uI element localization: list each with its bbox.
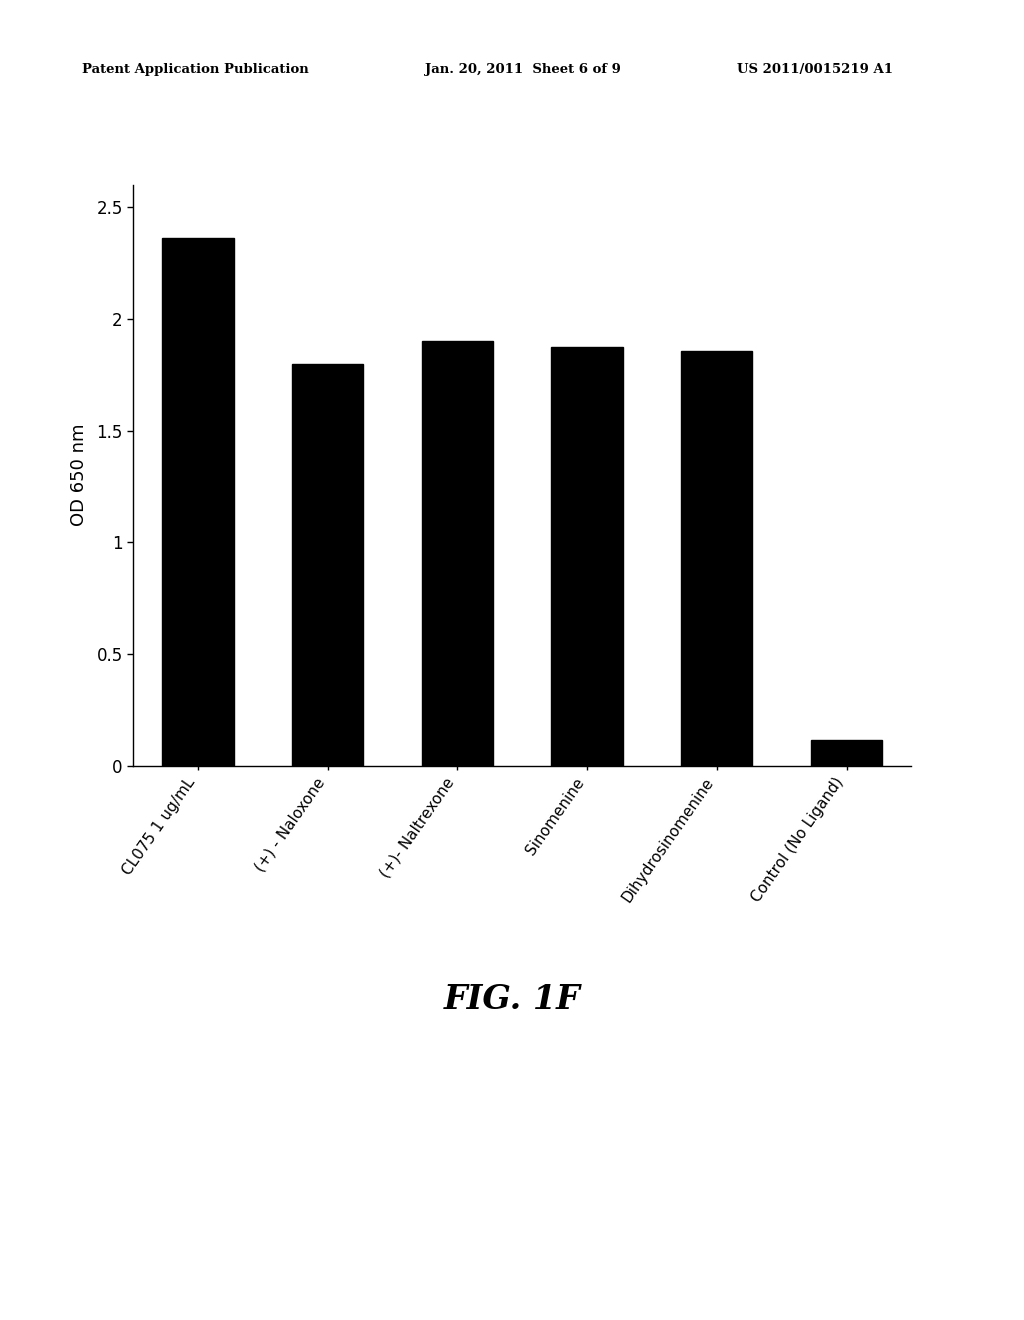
Text: FIG. 1F: FIG. 1F bbox=[443, 983, 581, 1016]
Bar bbox=[811, 741, 882, 766]
Bar bbox=[551, 347, 623, 766]
Bar bbox=[162, 239, 233, 766]
Text: US 2011/0015219 A1: US 2011/0015219 A1 bbox=[737, 63, 893, 77]
Bar bbox=[292, 363, 364, 766]
Y-axis label: OD 650 nm: OD 650 nm bbox=[70, 424, 88, 527]
Text: Patent Application Publication: Patent Application Publication bbox=[82, 63, 308, 77]
Bar bbox=[422, 341, 494, 766]
Bar bbox=[681, 351, 753, 766]
Text: Jan. 20, 2011  Sheet 6 of 9: Jan. 20, 2011 Sheet 6 of 9 bbox=[425, 63, 621, 77]
